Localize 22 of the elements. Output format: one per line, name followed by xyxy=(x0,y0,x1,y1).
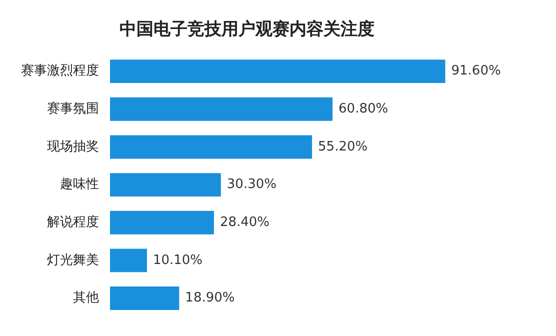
y-tick-label: 赛事氛围 xyxy=(47,100,99,117)
bar xyxy=(110,135,312,159)
chart-title: 中国电子竞技用户观赛内容关注度 xyxy=(120,20,374,40)
data-label: 30.30% xyxy=(226,177,276,192)
y-tick-label: 现场抽奖 xyxy=(47,139,99,154)
data-label: 10.10% xyxy=(152,252,203,268)
bar xyxy=(110,248,147,272)
bar xyxy=(110,60,446,84)
bar xyxy=(110,173,221,197)
data-label: 18.90% xyxy=(185,290,235,306)
bar xyxy=(110,210,214,234)
data-label: 28.40% xyxy=(220,215,270,230)
y-tick-label: 解说程度 xyxy=(47,214,99,230)
data-label: 60.80% xyxy=(338,102,388,117)
y-tick-label: 赛事激烈程度 xyxy=(21,62,99,79)
bar xyxy=(110,286,180,310)
y-tick-label: 灯光舞美 xyxy=(47,252,99,268)
data-label: 91.60% xyxy=(451,64,501,79)
y-tick-label: 趣味性 xyxy=(60,177,99,192)
data-label: 55.20% xyxy=(318,139,368,154)
y-tick-label: 其他 xyxy=(73,290,99,306)
bar xyxy=(110,97,333,121)
